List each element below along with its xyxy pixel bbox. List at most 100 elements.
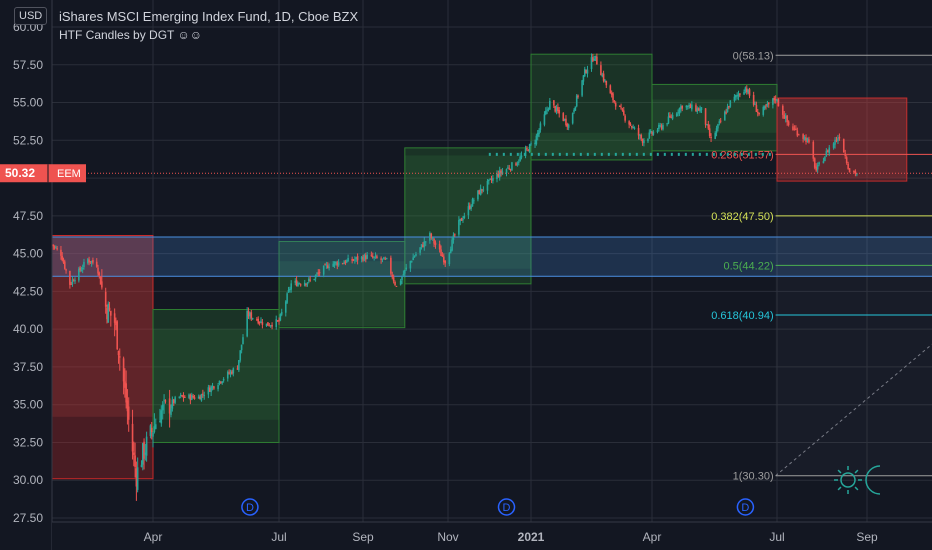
candle-body <box>70 283 72 285</box>
fib-label: 0.618(40.94) <box>711 310 773 322</box>
candle-body <box>612 93 614 101</box>
candle-body <box>154 424 157 429</box>
candle-body <box>689 104 692 109</box>
candle-body <box>613 100 616 102</box>
candle-body <box>197 396 200 399</box>
candle-body <box>669 115 671 117</box>
candle-body <box>354 259 356 261</box>
candle-body <box>719 120 722 122</box>
candle-body <box>795 128 797 131</box>
candle-body <box>405 267 407 270</box>
candle-body <box>108 307 111 310</box>
candle-body <box>97 267 99 274</box>
candle-body <box>192 395 194 398</box>
candle-body <box>803 136 806 140</box>
candle-body <box>326 265 329 269</box>
candle-body <box>438 243 441 250</box>
currency-label[interactable]: USD <box>14 7 48 25</box>
candle-body <box>409 261 412 269</box>
candle-body <box>511 162 513 171</box>
candle-body <box>671 115 674 119</box>
candle-body <box>754 103 756 105</box>
candle-body <box>744 87 747 92</box>
fib-label: 0.382(47.50) <box>711 211 773 223</box>
candle-body <box>373 256 375 258</box>
candle-body <box>631 126 633 128</box>
candle-body <box>818 162 820 165</box>
candle-body <box>52 244 55 247</box>
candle-body <box>440 249 442 256</box>
candle-body <box>278 319 280 322</box>
candle-body <box>200 394 203 401</box>
candle-body <box>429 232 431 241</box>
candle-body <box>496 173 498 180</box>
candle-body <box>488 179 490 182</box>
candle-body <box>539 123 542 130</box>
candle-body <box>443 256 445 263</box>
candle-body <box>752 95 755 105</box>
candle-body <box>755 105 758 112</box>
candle-body <box>430 233 433 239</box>
zone-box <box>51 236 932 277</box>
candle-body <box>549 100 551 110</box>
candle-body <box>620 107 622 109</box>
candle-body <box>356 256 359 261</box>
candle-body <box>210 386 212 393</box>
candle-body <box>660 125 663 129</box>
candle-body <box>202 393 204 395</box>
candle-body <box>477 190 479 200</box>
x-tick-label: Sep <box>352 530 374 544</box>
candle-body <box>686 105 689 107</box>
candle-body <box>110 310 112 316</box>
fib-levels: 0(58.13)0.236(51.57)0.382(47.50)0.5(44.2… <box>488 50 932 483</box>
candle-body <box>633 127 636 129</box>
candle-body <box>773 97 776 101</box>
dividend-marker-label: D <box>741 502 749 514</box>
candle-body <box>624 115 626 121</box>
candle-body <box>594 55 597 58</box>
candle-body <box>188 394 190 398</box>
candle-body <box>298 283 301 285</box>
candle-body <box>133 452 135 455</box>
candle-body <box>605 80 608 86</box>
candle-body <box>614 102 617 107</box>
htf-candle <box>404 147 532 285</box>
candle-body <box>526 147 528 149</box>
candle-body <box>384 258 387 260</box>
candle-body <box>695 105 697 112</box>
candle-body <box>106 308 108 320</box>
candle-body <box>710 136 712 139</box>
candle-body <box>419 247 421 253</box>
candle-body <box>729 100 732 107</box>
candle-body <box>573 109 575 113</box>
candle-body <box>140 464 143 468</box>
candle-body <box>734 95 737 98</box>
candle-body <box>370 254 373 256</box>
candle-body <box>756 111 759 113</box>
candle-body <box>739 93 741 95</box>
candle-body <box>118 356 121 358</box>
x-tick-label: Jul <box>271 530 286 544</box>
fib-label: 1(30.30) <box>733 471 774 483</box>
candle-body <box>257 318 260 324</box>
candle-body <box>352 259 355 261</box>
candle-body <box>544 110 547 115</box>
candle-body <box>74 279 76 282</box>
candle-body <box>490 179 493 181</box>
candle-body <box>629 123 632 126</box>
candle-body <box>497 173 500 177</box>
candle-body <box>269 325 272 327</box>
candle-body <box>649 131 652 133</box>
candle-body <box>314 275 317 279</box>
candle-body <box>337 262 340 266</box>
candle-body <box>586 69 589 74</box>
candle-body <box>65 269 67 271</box>
candle-body <box>104 291 107 307</box>
candle-body <box>131 423 134 452</box>
candle-body <box>325 264 328 266</box>
sun-ray <box>837 469 842 474</box>
indicator-label[interactable]: HTF Candles by DGT ☺☺ <box>59 28 202 42</box>
